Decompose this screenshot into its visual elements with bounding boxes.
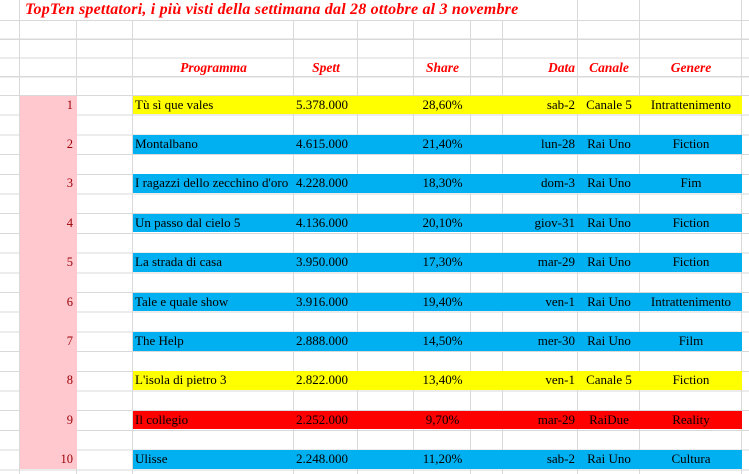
cell-genere[interactable]: Fiction	[672, 214, 710, 230]
cell-spett[interactable]: 2.822.000	[296, 372, 348, 388]
header-programma[interactable]: Programma	[180, 60, 247, 75]
cell-genere[interactable]: Fiction	[672, 135, 710, 151]
cell-genere[interactable]: Fiction	[672, 254, 710, 270]
cell-spett[interactable]: 4.136.000	[296, 214, 348, 230]
cell-canale[interactable]: RaiDue	[589, 411, 629, 427]
cell-data[interactable]: mar-29	[537, 411, 575, 427]
cell-share[interactable]: 13,40%	[422, 372, 463, 388]
cell-genere[interactable]: Fiction	[672, 372, 710, 388]
rank-cell[interactable]: 1	[66, 97, 73, 112]
cell-share[interactable]: 17,30%	[422, 254, 463, 270]
table-row: The Help 2.888.000 14,50% mer-30 Rai Uno…	[133, 331, 742, 351]
rank-cell[interactable]: 8	[66, 373, 73, 388]
cell-spett[interactable]: 3.950.000	[296, 254, 348, 270]
cell-programma[interactable]: Tù sì que vales	[135, 96, 214, 112]
cell-share[interactable]: 28,60%	[422, 96, 463, 112]
cell-canale[interactable]: Rai Uno	[587, 332, 631, 348]
table-row: I ragazzi dello zecchino d'oro 4.228.000…	[133, 174, 742, 193]
rank-cell[interactable]: 3	[66, 176, 73, 191]
cell-canale[interactable]: Rai Uno	[587, 175, 631, 191]
cell-share[interactable]: 14,50%	[422, 332, 463, 348]
cell-share[interactable]: 9,70%	[425, 411, 460, 427]
cell-programma[interactable]: Montalbano	[135, 135, 198, 151]
header-canale[interactable]: Canale	[589, 60, 629, 75]
cell-programma[interactable]: Ulisse	[135, 451, 168, 467]
cell-share[interactable]: 11,20%	[422, 451, 463, 467]
table-row: L'isola di pietro 3 2.822.000 13,40% ven…	[133, 371, 742, 390]
cell-data[interactable]: ven-1	[545, 293, 575, 309]
cell-canale[interactable]: Rai Uno	[587, 214, 631, 230]
rank-cell[interactable]: 9	[66, 412, 73, 427]
cell-spett[interactable]: 3.916.000	[296, 293, 348, 309]
cell-spett[interactable]: 2.248.000	[296, 451, 348, 467]
cell-data[interactable]: mer-30	[537, 332, 575, 348]
cell-spett[interactable]: 2.888.000	[296, 332, 348, 348]
cell-programma[interactable]: I ragazzi dello zecchino d'oro	[135, 175, 289, 191]
cell-genere[interactable]: Film	[678, 332, 704, 348]
table-row: La strada di casa 3.950.000 17,30% mar-2…	[133, 253, 742, 272]
table-row: Il collegio 2.252.000 9,70% mar-29 RaiDu…	[133, 410, 742, 430]
cell-share[interactable]: 19,40%	[422, 293, 463, 309]
cell-canale[interactable]: Canale 5	[586, 96, 632, 112]
cell-data[interactable]: lun-28	[541, 135, 575, 151]
cell-genere[interactable]: Fim	[680, 175, 702, 191]
sheet-title[interactable]: TopTen spettatori, i più visti della set…	[20, 0, 527, 20]
cell-genere[interactable]: Intrattenimento	[650, 293, 732, 309]
rank-cell[interactable]: 5	[66, 255, 73, 270]
cell-share[interactable]: 20,10%	[422, 214, 463, 230]
table-row: Tù sì que vales 5.378.000 28,60% sab-2 C…	[133, 95, 742, 115]
rank-cell[interactable]: 4	[66, 215, 73, 230]
cell-canale[interactable]: Rai Uno	[587, 135, 631, 151]
table-row: Montalbano 4.615.000 21,40% lun-28 Rai U…	[133, 134, 742, 154]
cell-genere[interactable]: Intrattenimento	[650, 96, 732, 112]
cell-programma[interactable]: L'isola di pietro 3	[135, 372, 227, 388]
header-share[interactable]: Share	[425, 60, 459, 75]
cell-genere[interactable]: Cultura	[671, 451, 711, 467]
cell-data[interactable]: sab-2	[546, 96, 575, 112]
rank-cell[interactable]: 10	[60, 452, 74, 467]
cell-share[interactable]: 21,40%	[422, 135, 463, 151]
cell-canale[interactable]: Rai Uno	[587, 293, 631, 309]
header-spett[interactable]: Spett	[312, 60, 340, 75]
cell-share[interactable]: 18,30%	[422, 175, 463, 191]
rank-cell[interactable]: 6	[66, 294, 73, 309]
rank-cell[interactable]: 2	[66, 136, 73, 151]
cell-programma[interactable]: Un passo dal cielo 5	[135, 214, 241, 230]
cell-spett[interactable]: 5.378.000	[296, 96, 348, 112]
cell-data[interactable]: mar-29	[537, 254, 575, 270]
cell-canale[interactable]: Canale 5	[586, 372, 632, 388]
rank-cell[interactable]: 7	[66, 333, 73, 348]
cell-programma[interactable]: Il collegio	[135, 411, 189, 427]
table-row: Tale e quale show 3.916.000 19,40% ven-1…	[133, 292, 742, 312]
header-genere[interactable]: Genere	[670, 60, 712, 75]
cell-spett[interactable]: 4.228.000	[296, 175, 348, 191]
cell-genere[interactable]: Reality	[672, 411, 710, 427]
cell-spett[interactable]: 2.252.000	[296, 411, 348, 427]
header-data[interactable]: Data	[548, 60, 575, 75]
cell-spett[interactable]: 4.615.000	[296, 135, 348, 151]
cell-programma[interactable]: Tale e quale show	[135, 293, 229, 309]
table-row: Un passo dal cielo 5 4.136.000 20,10% gi…	[133, 213, 742, 233]
cell-canale[interactable]: Rai Uno	[587, 451, 631, 467]
cell-data[interactable]: sab-2	[546, 451, 575, 467]
cell-programma[interactable]: The Help	[135, 332, 184, 348]
cell-data[interactable]: dom-3	[541, 175, 575, 191]
table-row: Ulisse 2.248.000 11,20% sab-2 Rai Uno Cu…	[133, 450, 742, 469]
cell-programma[interactable]: La strada di casa	[135, 254, 222, 270]
cell-data[interactable]: giov-31	[534, 214, 575, 230]
cell-data[interactable]: ven-1	[545, 372, 575, 388]
cell-canale[interactable]: Rai Uno	[587, 254, 631, 270]
